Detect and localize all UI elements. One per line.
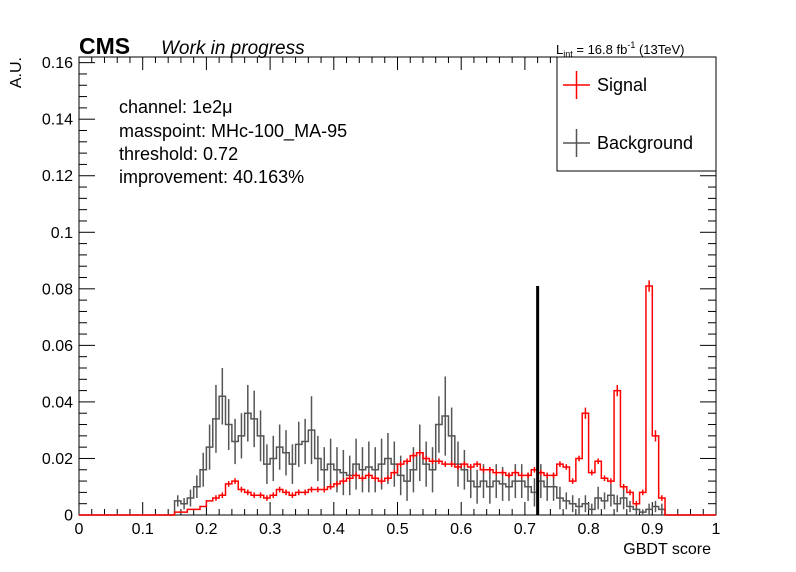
experiment-label: CMS bbox=[79, 33, 130, 59]
x-tick-label: 0.8 bbox=[577, 521, 599, 538]
x-tick-label: 0.7 bbox=[514, 521, 536, 538]
x-axis: 0 0.1 0.2 0.3 0.4 0.5 0.6 0.7 0.8 0.9 1 bbox=[75, 57, 721, 538]
y-tick-label: 0.04 bbox=[42, 394, 73, 411]
legend-signal-marker bbox=[563, 71, 590, 99]
legend-background-label: Background bbox=[597, 133, 693, 153]
x-tick-label: 0.3 bbox=[259, 521, 281, 538]
histogram-outline bbox=[79, 285, 716, 516]
luminosity-label: Lint = 16.8 fb-1 (13TeV) bbox=[556, 40, 684, 59]
threshold-text: threshold: 0.72 bbox=[119, 144, 238, 164]
x-tick-label: 0.9 bbox=[641, 521, 663, 538]
signal-series bbox=[79, 280, 716, 516]
x-tick-label: 0.5 bbox=[386, 521, 408, 538]
status-label: Work in progress bbox=[161, 38, 305, 59]
legend-box bbox=[556, 56, 717, 172]
y-tick-label: 0.16 bbox=[42, 55, 73, 72]
y-tick-label: 0.08 bbox=[42, 281, 73, 298]
x-tick-label: 0 bbox=[75, 521, 84, 538]
x-axis-title: GBDT score bbox=[623, 541, 711, 558]
improvement-text: improvement: 40.163% bbox=[119, 167, 304, 187]
y-tick-label: 0.02 bbox=[42, 451, 73, 468]
x-tick-label: 1 bbox=[712, 521, 721, 538]
histogram-outline bbox=[79, 395, 716, 516]
x-tick-label: 0.4 bbox=[323, 521, 345, 538]
y-tick-label: 0.1 bbox=[51, 225, 73, 242]
channel-text: channel: 1e2μ bbox=[119, 97, 232, 117]
y-tick-label: 0 bbox=[64, 508, 73, 525]
legend: Signal Background bbox=[556, 56, 717, 172]
legend-background-marker bbox=[563, 129, 590, 157]
y-tick-label: 0.14 bbox=[42, 112, 73, 129]
x-tick-label: 0.2 bbox=[195, 521, 217, 538]
x-tick-label: 0.6 bbox=[450, 521, 472, 538]
y-tick-label: 0.06 bbox=[42, 338, 73, 355]
y-axis: 0 0.02 0.04 0.06 0.08 0.1 0.12 0.14 0.16 bbox=[42, 55, 716, 525]
masspoint-text: masspoint: MHc-100_MA-95 bbox=[119, 121, 347, 142]
x-tick-label: 0.1 bbox=[132, 521, 154, 538]
y-tick-label: 0.12 bbox=[42, 168, 73, 185]
y-axis-title: A.U. bbox=[8, 57, 25, 88]
legend-signal-label: Signal bbox=[597, 75, 647, 95]
